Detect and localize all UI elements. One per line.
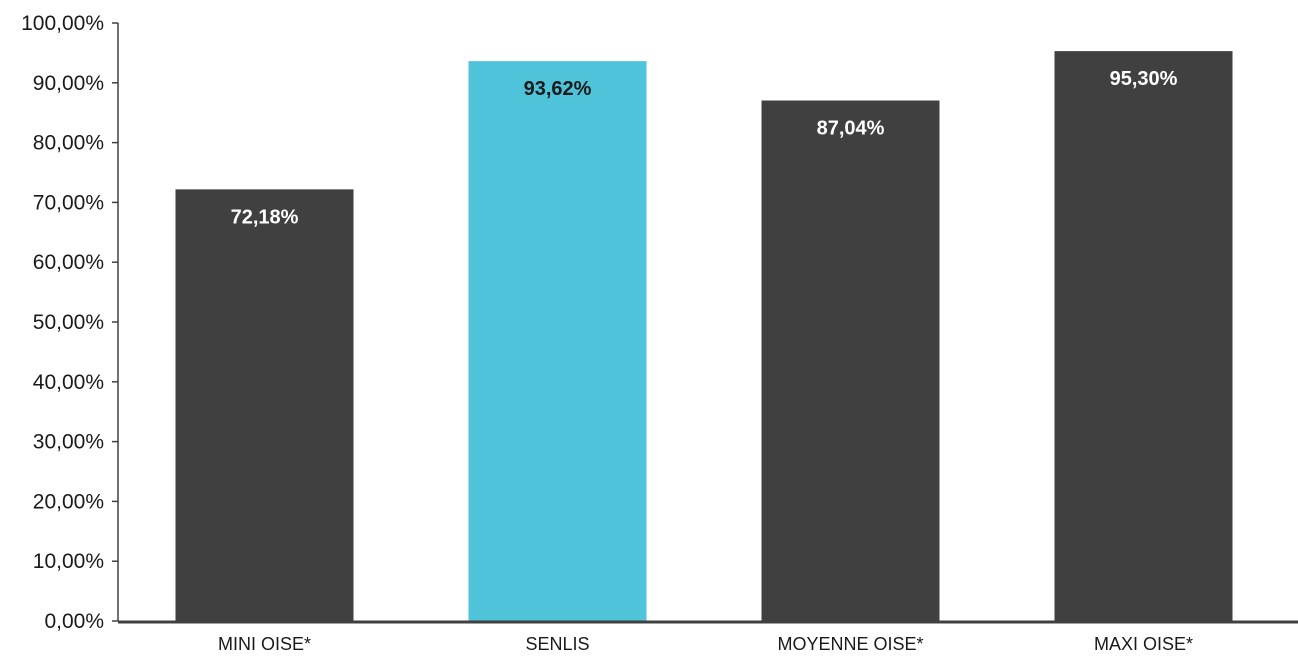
y-tick-label: 40,00% [33, 371, 104, 394]
y-tick-label: 10,00% [33, 550, 104, 573]
x-axis: MINI OISE* SENLIS MOYENNE OISE* MAXI OISE* [118, 620, 1298, 654]
y-axis: 0,00% 10,00% 20,00% 30,00% 40,00% 50,00% 60,00… [21, 12, 119, 633]
x-category-label: MAXI OISE* [1094, 634, 1193, 654]
bar-maxi-oise [1054, 51, 1233, 621]
x-category-label: SENLIS [525, 634, 589, 654]
y-tick-label: 50,00% [33, 311, 104, 334]
bar-moyenne-oise [761, 100, 940, 622]
x-category-label: MINI OISE* [218, 634, 311, 654]
y-tick-label: 100,00% [21, 12, 104, 35]
y-tick-label: 90,00% [33, 72, 104, 95]
bar-data-label: 87,04% [817, 118, 885, 140]
y-tick-label: 20,00% [33, 490, 104, 513]
bar-senlis [468, 61, 647, 621]
bar-data-label: 95,30% [1110, 68, 1178, 90]
bar-mini-oise [175, 189, 354, 622]
y-tick-label: 30,00% [33, 431, 104, 454]
bars [175, 51, 1233, 622]
bar-data-label: 93,62% [524, 78, 592, 100]
y-tick-label: 60,00% [33, 251, 104, 274]
x-category-label: MOYENNE OISE* [777, 634, 923, 654]
y-tick-label: 70,00% [33, 191, 104, 214]
y-tick-label: 80,00% [33, 132, 104, 155]
data-labels: 72,18% 93,62% 87,04% 95,30% [231, 68, 1178, 228]
y-tick-label: 0,00% [44, 610, 104, 633]
bar-data-label: 72,18% [231, 206, 299, 228]
